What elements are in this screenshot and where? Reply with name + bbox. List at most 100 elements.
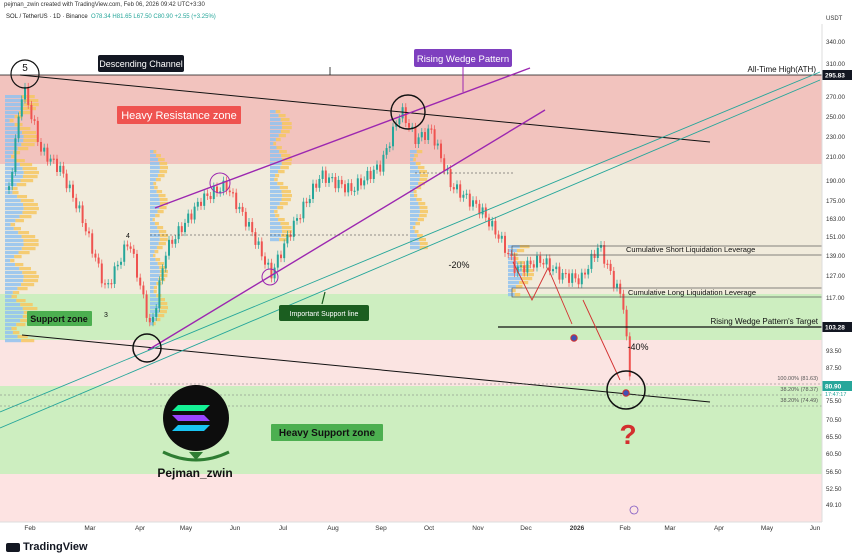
vp-bar-blue [150,150,154,154]
vp-bar-yellow [275,214,280,218]
vp-bar-yellow [18,111,31,115]
candle-body [315,183,318,188]
time-axis[interactable]: Feb Mar Apr May Jun Jul Aug Sep Oct Nov Dec 2026 Feb… [0,24,823,532]
candle-body [84,223,87,232]
vp-bar-yellow [413,190,417,194]
vp-bar-yellow [279,202,288,206]
x-tick-label: Feb [619,525,631,532]
axis-unit: USDT [826,16,843,22]
vp-bar-yellow [11,327,17,331]
candle-body [456,184,458,190]
candle-body [334,177,337,189]
candle-body [417,137,420,145]
candle-body [507,252,510,255]
candle-body [33,119,36,121]
candle-body [312,183,314,199]
candle-body [574,273,577,279]
x-tick-label: Apr [135,525,146,532]
footer: TradingView [0,533,860,559]
vp-bar-yellow [9,119,14,123]
vp-bar-yellow [281,198,291,202]
vp-bar-yellow [158,230,167,234]
x-tick-label: Mar [664,525,676,532]
vp-bar-blue [150,262,158,266]
price-axis[interactable]: 340.00 310.00 295.83 270.00 250.00 230.00 210.… [822,39,852,509]
vp-bar-yellow [419,206,428,210]
vp-bar-yellow [20,303,33,307]
vp-bar-blue [5,303,21,307]
candle-body [494,220,497,235]
candle-body [465,193,468,195]
vp-bar-yellow [277,182,284,186]
vp-bar-yellow [22,107,36,111]
vp-bar-blue [5,123,15,127]
candle-body [251,222,254,233]
vp-bar-yellow [159,238,168,242]
zone-bands [0,75,822,522]
y-tick-label: 127.00 [826,273,845,280]
price-chart[interactable]: Heavy Resistance zone Support zone Heavy… [0,0,860,532]
tradingview-icon [6,542,20,552]
x-tick-label: May [761,525,774,532]
candle-body [296,218,298,221]
vp-bar-blue [410,154,415,158]
vp-bar-blue [5,315,23,319]
candle-body [20,99,23,117]
candle-body [222,180,225,192]
candle-body [177,226,180,240]
vp-bar-yellow [11,295,17,299]
vp-bar-blue [410,202,419,206]
vp-bar-blue [270,210,275,214]
vp-bar-yellow [158,298,165,302]
vp-bar-yellow [23,135,39,139]
vp-bar-yellow [414,230,419,234]
vp-bar-blue [410,214,420,218]
vp-bar-yellow [276,146,282,150]
descending-channel-label: Descending Channel [98,55,184,72]
candle-body [318,178,321,188]
candle-body [280,254,282,259]
vp-bar-blue [150,174,159,178]
vp-bar-yellow [280,222,289,226]
vp-bar-blue [150,190,157,194]
vp-bar-yellow [159,310,167,314]
vp-bar-yellow [159,162,168,166]
vp-bar-blue [5,275,24,279]
candle-body [200,201,202,206]
vp-bar-blue [270,182,278,186]
candle-body [72,184,74,198]
wedge-target-label: Rising Wedge Pattern's Target [710,317,818,326]
vp-bar-yellow [18,127,31,131]
vp-bar-blue [5,227,14,231]
candle-body [504,235,506,253]
candle-body [366,170,369,181]
candle-body [548,258,551,272]
candle-body [65,173,68,189]
vp-bar-blue [150,282,157,286]
vp-bar-blue [5,307,23,311]
vp-bar-blue [508,245,520,249]
candle-body [395,124,398,127]
vp-bar-yellow [13,227,21,231]
vp-bar-yellow [154,222,159,226]
candle-body [478,203,481,215]
vp-bar-blue [5,155,12,159]
question-mark: ? [619,419,636,450]
candle-body [609,263,612,271]
vp-bar-blue [270,134,279,138]
vp-bar-blue [508,285,516,289]
vp-bar-blue [410,226,413,230]
vp-bar-blue [508,277,522,281]
vp-bar-yellow [275,174,280,178]
vp-bar-yellow [10,223,16,227]
vp-bar-yellow [513,257,519,261]
vp-bar-yellow [18,251,30,255]
vp-bar-blue [5,139,24,143]
x-tick-label: Jun [230,525,241,532]
vp-bar-yellow [277,206,284,210]
vp-bar-yellow [273,142,277,146]
candle-body [129,246,132,249]
vp-bar-blue [270,130,281,134]
candle-body [78,205,81,209]
vp-bar-yellow [156,246,163,250]
